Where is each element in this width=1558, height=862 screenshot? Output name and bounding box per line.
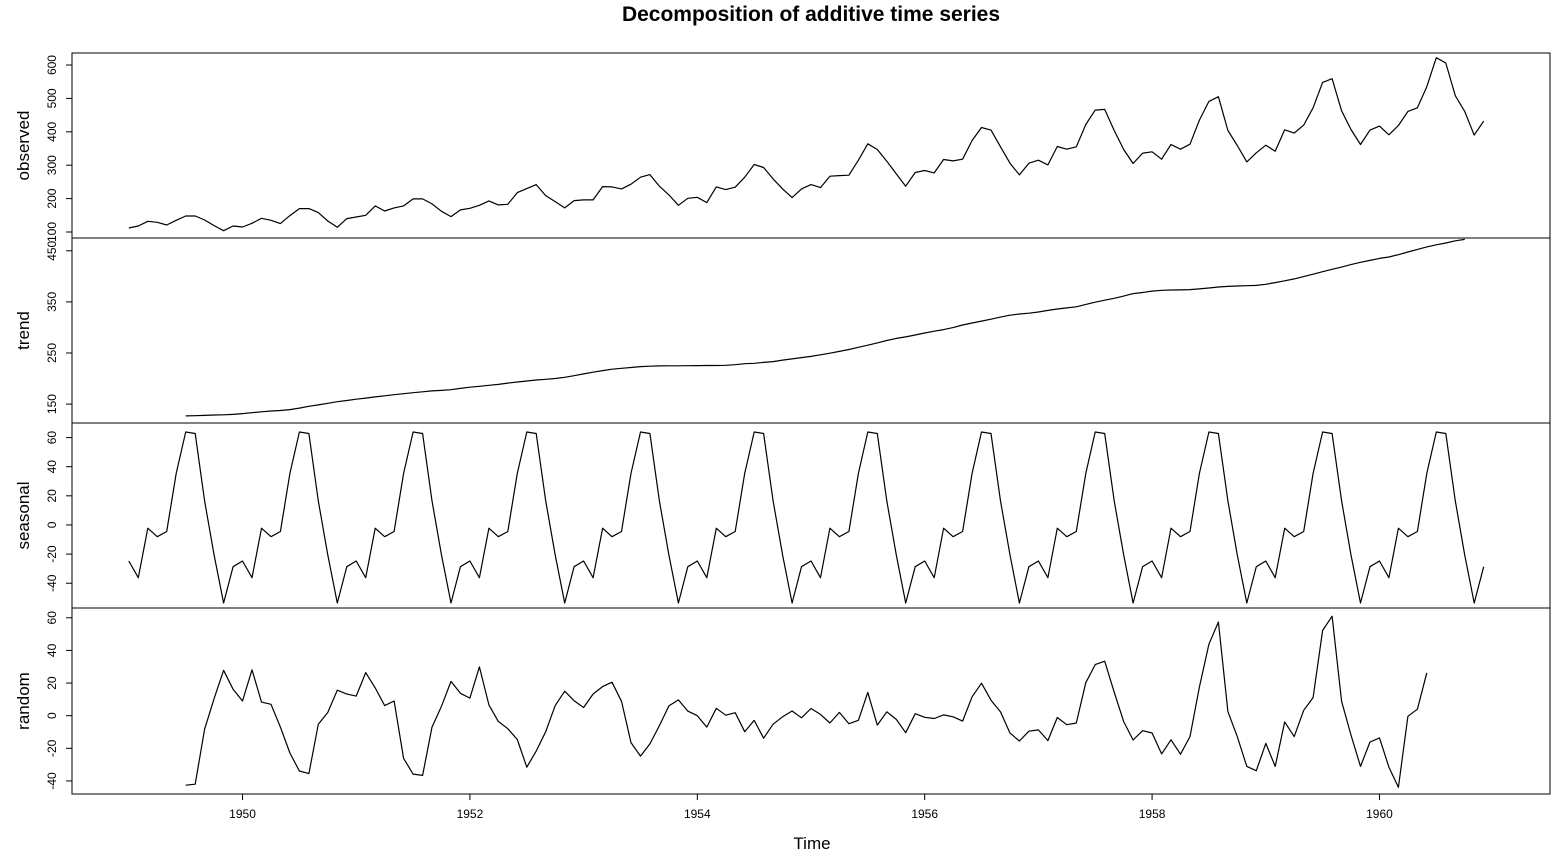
seasonal-y-tick-label: -20 <box>45 545 59 563</box>
x-tick-label: 1960 <box>1366 807 1393 821</box>
x-tick-label: 1958 <box>1139 807 1166 821</box>
trend-y-tick-label: 350 <box>45 292 59 312</box>
random-y-tick-label: 60 <box>45 611 59 625</box>
trend-y-tick-label: 450 <box>45 240 59 260</box>
trend-panel-label: trend <box>14 311 33 350</box>
seasonal-y-tick-label: 20 <box>45 489 59 503</box>
observed-y-tick-label: 100 <box>45 222 59 242</box>
observed-y-tick-label: 500 <box>45 88 59 108</box>
trend-panel-frame <box>71 237 1551 424</box>
trend-y-tick-label: 250 <box>45 343 59 363</box>
observed-y-tick-label: 300 <box>45 155 59 175</box>
seasonal-y-tick-label: 60 <box>45 431 59 445</box>
seasonal-y-tick-label: 40 <box>45 460 59 474</box>
random-y-tick-label: 0 <box>45 712 59 719</box>
seasonal-y-tick-label: -40 <box>45 574 59 592</box>
random-y-tick-label: 20 <box>45 676 59 690</box>
panel-observed: 100 200 300 400 500 600 observed <box>14 52 1551 242</box>
panels-group: 100200300400500600observed150250350450tr… <box>14 52 1551 795</box>
seasonal-panel-label: seasonal <box>14 481 33 549</box>
panel-seasonal: -40 -20 0 20 40 60 seasonal <box>14 422 1551 609</box>
x-tick-label: 1950 <box>229 807 256 821</box>
seasonal-panel-frame <box>71 422 1551 609</box>
random-panel-label: random <box>14 672 33 730</box>
random-y-tick-label: -40 <box>45 772 59 790</box>
x-axis-label: Time <box>793 834 830 853</box>
observed-y-tick-label: 200 <box>45 188 59 208</box>
chart-title: Decomposition of additive time series <box>622 3 1000 26</box>
trend-y-tick-label: 150 <box>45 394 59 414</box>
x-axis: 1950 1952 1954 1956 1958 1960 <box>229 794 1393 821</box>
x-tick-label: 1952 <box>457 807 484 821</box>
random-y-tick-label: 40 <box>45 643 59 657</box>
observed-panel-label: observed <box>14 111 33 181</box>
observed-series-line <box>128 57 1485 232</box>
panel-random: -40 -20 0 20 40 60 random <box>14 607 1551 795</box>
x-tick-label: 1956 <box>911 807 938 821</box>
panel-trend: 150 250 350 450 trend <box>14 237 1551 424</box>
random-y-tick-label: -20 <box>45 739 59 757</box>
seasonal-y-tick-label: 0 <box>45 521 59 528</box>
observed-y-tick-label: 400 <box>45 121 59 141</box>
seasonal-series-line <box>128 431 1485 604</box>
random-series-line <box>185 615 1428 788</box>
x-tick-label: 1954 <box>684 807 711 821</box>
random-panel-frame <box>71 607 1551 795</box>
observed-y-tick-label: 600 <box>45 55 59 75</box>
trend-series-line <box>185 238 1465 417</box>
